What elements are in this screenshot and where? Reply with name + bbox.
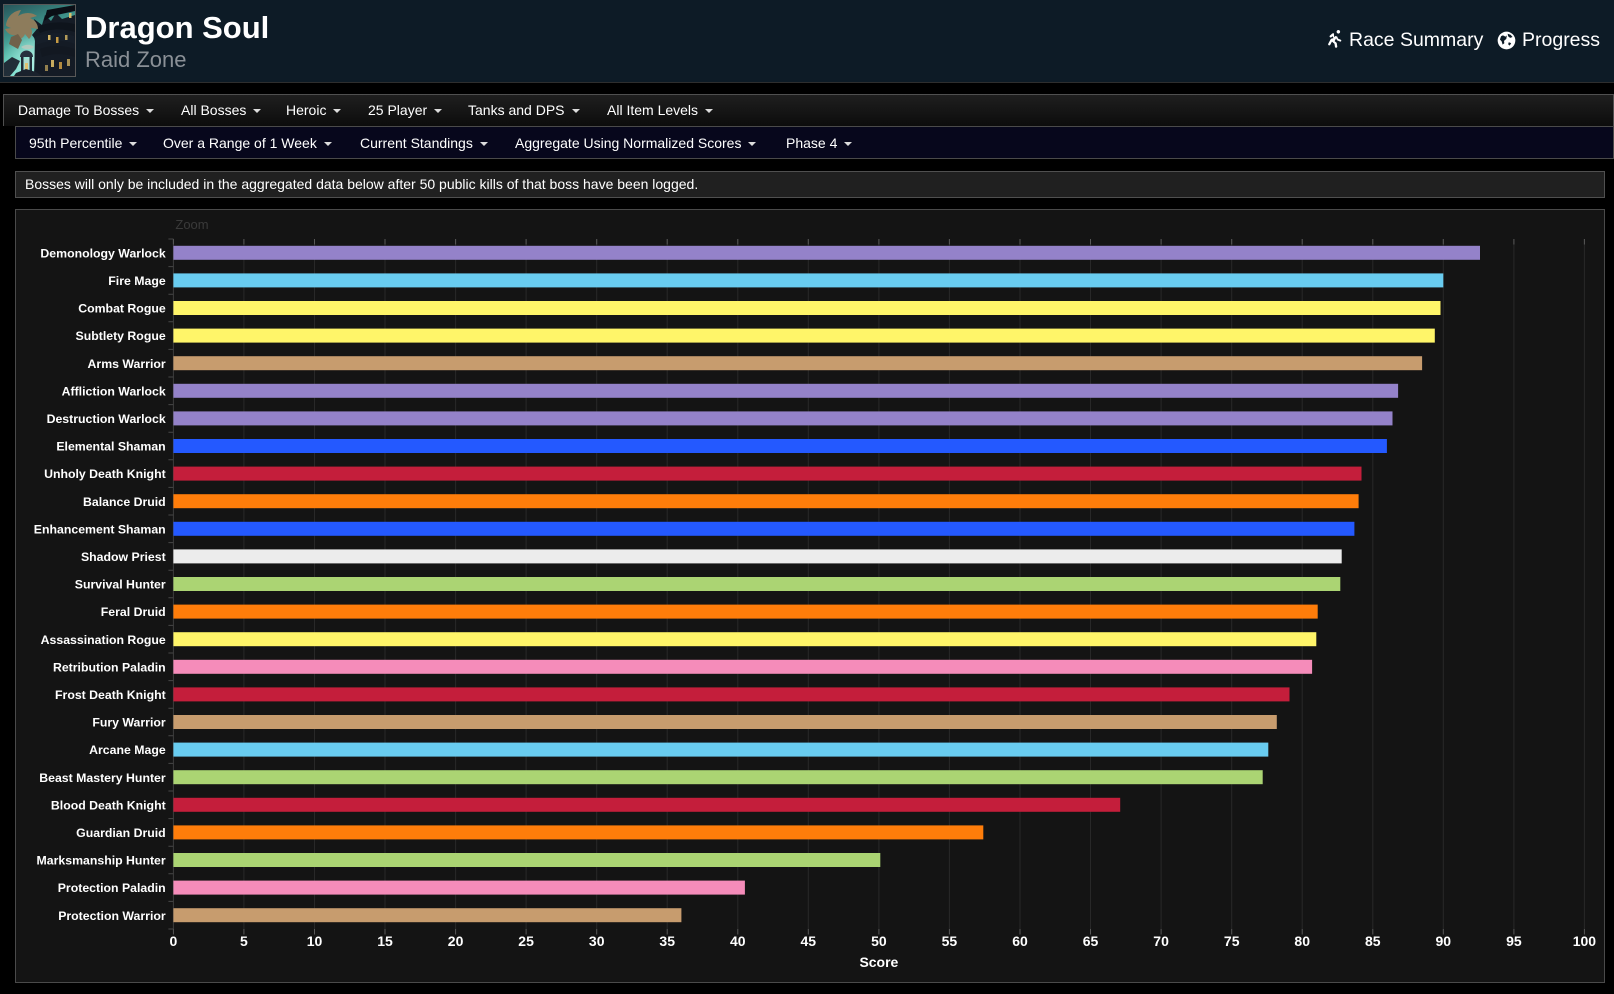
svg-text:100: 100 bbox=[1573, 933, 1597, 949]
svg-text:45: 45 bbox=[801, 933, 817, 949]
svg-text:65: 65 bbox=[1083, 933, 1099, 949]
svg-text:Protection Warrior: Protection Warrior bbox=[58, 909, 166, 923]
svg-text:Combat Rogue: Combat Rogue bbox=[78, 302, 166, 316]
svg-text:Protection Paladin: Protection Paladin bbox=[58, 881, 166, 895]
svg-text:Retribution Paladin: Retribution Paladin bbox=[53, 660, 166, 674]
svg-text:Frost Death Knight: Frost Death Knight bbox=[55, 688, 166, 702]
svg-text:35: 35 bbox=[659, 933, 675, 949]
svg-text:Subtlety Rogue: Subtlety Rogue bbox=[76, 329, 166, 343]
svg-text:60: 60 bbox=[1012, 933, 1028, 949]
svg-text:75: 75 bbox=[1224, 933, 1240, 949]
svg-text:Assassination Rogue: Assassination Rogue bbox=[41, 633, 166, 647]
svg-text:Affliction Warlock: Affliction Warlock bbox=[62, 384, 166, 398]
svg-text:55: 55 bbox=[942, 933, 958, 949]
svg-text:Fury Warrior: Fury Warrior bbox=[92, 716, 166, 730]
svg-text:80: 80 bbox=[1294, 933, 1310, 949]
svg-text:Zoom: Zoom bbox=[175, 217, 208, 232]
svg-text:Blood Death Knight: Blood Death Knight bbox=[51, 798, 166, 812]
svg-text:Fire Mage: Fire Mage bbox=[108, 274, 166, 288]
svg-text:Unholy Death Knight: Unholy Death Knight bbox=[44, 467, 166, 481]
svg-text:10: 10 bbox=[307, 933, 323, 949]
svg-text:15: 15 bbox=[377, 933, 393, 949]
svg-text:5: 5 bbox=[240, 933, 248, 949]
svg-text:95: 95 bbox=[1506, 933, 1522, 949]
svg-text:Destruction Warlock: Destruction Warlock bbox=[47, 412, 166, 426]
svg-text:Shadow Priest: Shadow Priest bbox=[81, 550, 166, 564]
svg-text:Enhancement Shaman: Enhancement Shaman bbox=[34, 522, 166, 536]
svg-text:Feral Druid: Feral Druid bbox=[101, 605, 166, 619]
svg-text:90: 90 bbox=[1436, 933, 1452, 949]
svg-text:70: 70 bbox=[1153, 933, 1169, 949]
svg-text:40: 40 bbox=[730, 933, 746, 949]
svg-text:25: 25 bbox=[518, 933, 534, 949]
svg-text:0: 0 bbox=[170, 933, 178, 949]
svg-text:Demonology Warlock: Demonology Warlock bbox=[40, 246, 165, 260]
svg-text:Beast Mastery Hunter: Beast Mastery Hunter bbox=[39, 771, 166, 785]
svg-text:Arms Warrior: Arms Warrior bbox=[88, 357, 166, 371]
svg-text:20: 20 bbox=[448, 933, 464, 949]
svg-text:Balance Druid: Balance Druid bbox=[83, 495, 166, 509]
svg-text:Guardian Druid: Guardian Druid bbox=[76, 826, 166, 840]
svg-text:Score: Score bbox=[859, 954, 898, 970]
svg-text:30: 30 bbox=[589, 933, 605, 949]
svg-text:Marksmanship Hunter: Marksmanship Hunter bbox=[37, 854, 166, 868]
svg-text:Survival Hunter: Survival Hunter bbox=[75, 578, 166, 592]
svg-text:Arcane Mage: Arcane Mage bbox=[89, 743, 166, 757]
svg-text:85: 85 bbox=[1365, 933, 1381, 949]
svg-text:Elemental Shaman: Elemental Shaman bbox=[56, 440, 165, 454]
svg-text:50: 50 bbox=[871, 933, 887, 949]
